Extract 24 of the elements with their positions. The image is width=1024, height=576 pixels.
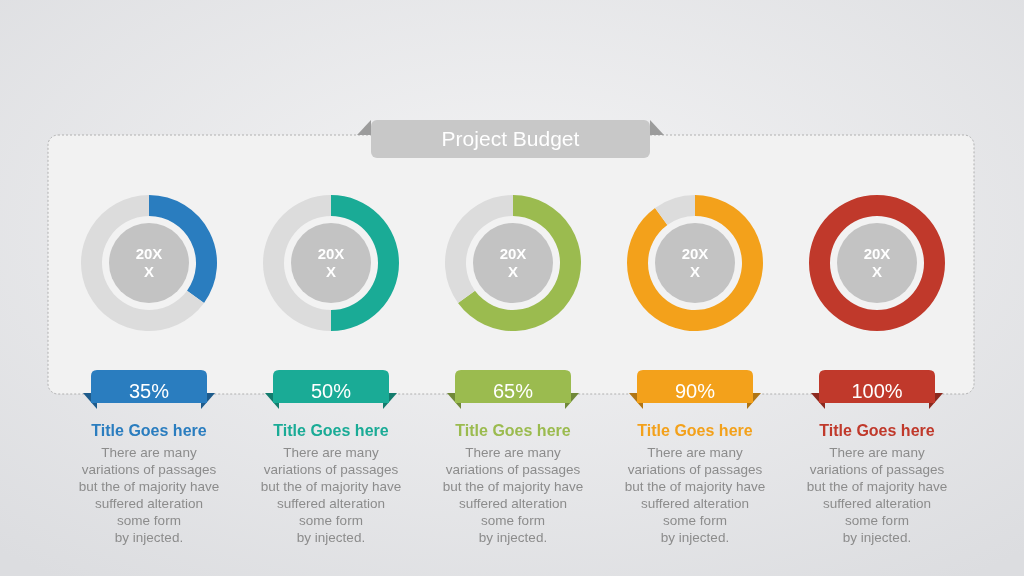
donut-slice <box>457 195 581 331</box>
text: 50% <box>310 380 352 402</box>
text: There are many variations of passages but the of majority have suffered alteration some form by injected. <box>260 445 402 545</box>
text: 20X X <box>317 245 345 280</box>
text: Title Goes here <box>819 422 935 439</box>
text: There are many variations of passages but the of majority have suffered alteration some form by injected. <box>624 445 766 545</box>
text: 65% <box>492 380 534 402</box>
donut-slice <box>81 195 205 331</box>
text: 20X X <box>135 245 163 280</box>
text: 20X X <box>499 245 527 280</box>
text: 90% <box>674 380 716 402</box>
text: Title Goes here <box>455 422 571 439</box>
donut-slice <box>627 195 763 331</box>
text: There are many variations of passages but the of majority have suffered alteration some form by injected. <box>78 445 220 545</box>
text: 100% <box>851 380 903 402</box>
text: Title Goes here <box>273 422 389 439</box>
text: There are many variations of passages but the of majority have suffered alteration some form by injected. <box>806 445 948 545</box>
text: Title Goes here <box>637 422 753 439</box>
text: 20X X <box>863 245 891 280</box>
text: 20X X <box>681 245 709 280</box>
text: 35% <box>128 380 170 402</box>
text: There are many variations of passages but the of majority have suffered alteration some form by injected. <box>442 445 584 545</box>
donut-slice <box>655 195 695 225</box>
text: Title Goes here <box>91 422 207 439</box>
